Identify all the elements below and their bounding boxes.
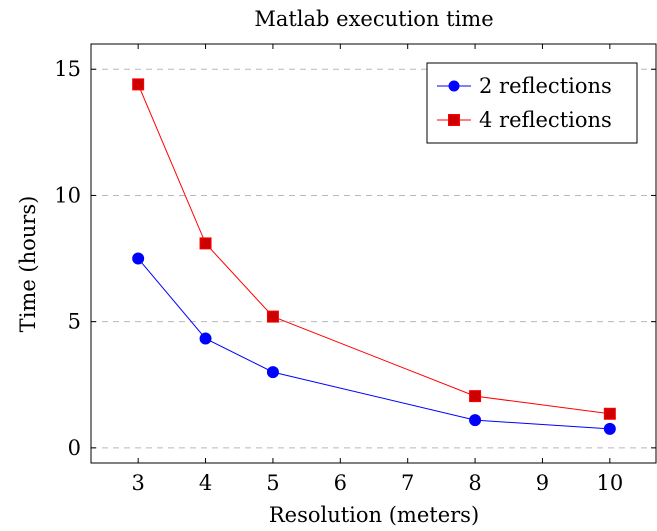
legend-label: 4 reflections	[479, 108, 612, 132]
y-axis-label: Time (hours)	[16, 196, 40, 333]
data-point	[199, 332, 212, 345]
x-axis-label: Resolution (meters)	[269, 503, 479, 527]
data-point	[469, 390, 482, 403]
legend-entry: 4 reflections	[437, 108, 612, 132]
series-line	[137, 258, 610, 430]
y-tick-label: 15	[54, 57, 81, 81]
legend-box	[426, 62, 638, 144]
data-point	[603, 422, 616, 435]
legend-marker	[448, 114, 460, 126]
data-point	[199, 237, 212, 250]
series-1	[132, 252, 616, 435]
x-tick-label: 6	[334, 471, 347, 495]
legend: 2 reflections 4 reflections	[426, 62, 638, 144]
legend-entry: 2 reflections	[437, 74, 612, 98]
x-tick-label: 9	[536, 471, 549, 495]
x-tick-label: 8	[468, 471, 481, 495]
series-2	[132, 78, 616, 420]
data-point	[266, 310, 279, 323]
x-tick-label: 7	[401, 471, 414, 495]
x-tick-label: 3	[131, 471, 144, 495]
series-layer	[132, 78, 616, 435]
y-tick-label: 5	[68, 310, 81, 334]
tick-labels: 3 4 5 6 7 8 9 10 0 5 10 15	[54, 57, 623, 495]
y-tick-label: 10	[54, 183, 81, 207]
y-tick-label: 0	[68, 436, 81, 460]
data-point	[603, 407, 616, 420]
chart-title: Matlab execution time	[254, 7, 493, 31]
data-point	[266, 366, 279, 379]
data-point	[132, 252, 145, 265]
plot-frame	[90, 43, 657, 464]
x-tick-label: 5	[266, 471, 279, 495]
data-point	[132, 78, 145, 91]
legend-marker	[448, 80, 460, 92]
axes	[90, 43, 657, 464]
data-point	[469, 414, 482, 427]
x-tick-label: 4	[199, 471, 212, 495]
legend-label: 2 reflections	[479, 74, 612, 98]
x-tick-label: 10	[596, 471, 623, 495]
